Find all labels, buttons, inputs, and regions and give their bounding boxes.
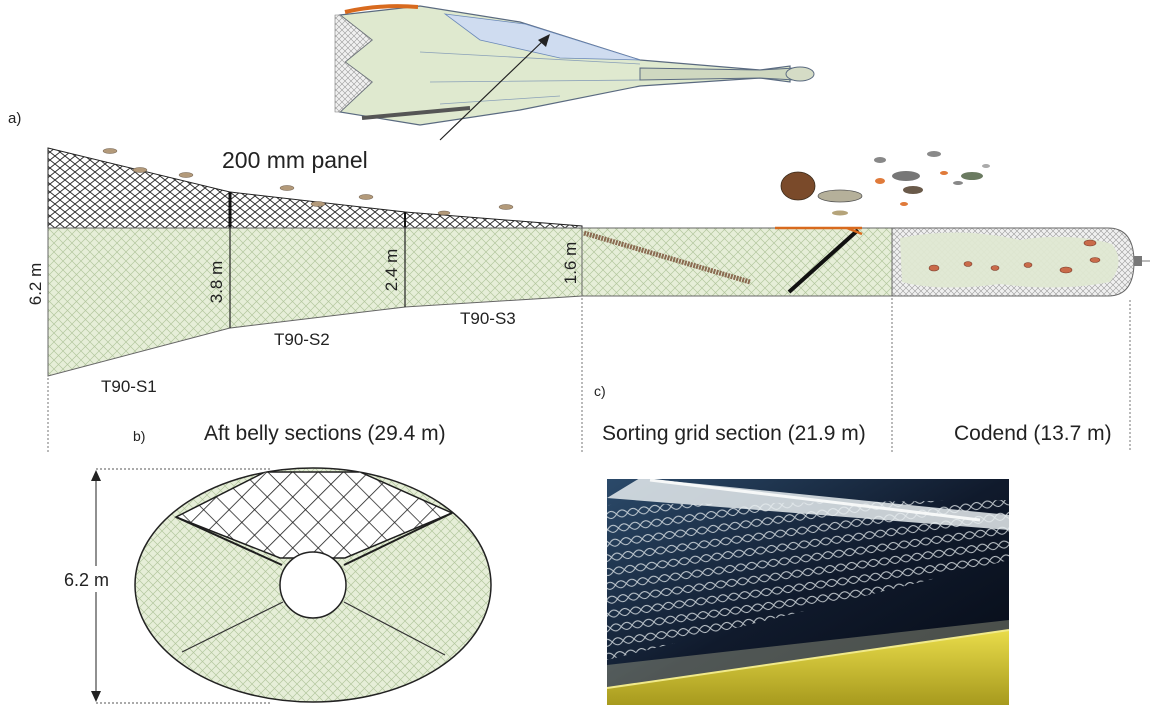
height-label-s2: 3.8 m — [207, 261, 226, 304]
section-t90-s3 — [404, 227, 583, 308]
trawl-overview-sketch — [334, 4, 815, 141]
sorting-grid-length-label: Sorting grid section (21.9 m) — [602, 422, 866, 445]
fish-above-grid — [780, 151, 990, 216]
sorting-grid — [787, 228, 860, 294]
caught-fish-in-codend — [928, 239, 1101, 274]
panel-callout-label: 200 mm panel — [222, 147, 368, 173]
height-label-grid: 1.6 m — [561, 242, 580, 285]
underwater-photo — [607, 479, 1009, 705]
panel-label-b: b) — [133, 428, 145, 444]
cross-section-center — [279, 551, 347, 619]
section-name-s1: T90-S1 — [101, 377, 157, 396]
codend-length-label: Codend (13.7 m) — [954, 422, 1112, 445]
panel-label-c: c) — [594, 383, 606, 399]
panel-label-a: a) — [8, 110, 21, 127]
section-name-s3: T90-S3 — [460, 309, 516, 328]
aft-belly-length-label: Aft belly sections (29.4 m) — [204, 422, 446, 445]
cross-section-diameter-label: 6.2 m — [64, 570, 109, 590]
height-label-s3: 2.4 m — [382, 249, 401, 292]
section-t90-s2 — [229, 227, 406, 329]
panel-section-3 — [404, 211, 583, 229]
section-name-s2: T90-S2 — [274, 330, 330, 349]
height-label-s1: 6.2 m — [26, 263, 45, 306]
sorting-grid-section — [581, 227, 893, 297]
cross-section-diagram — [91, 467, 492, 704]
guiding-panel — [583, 230, 751, 285]
small-fish-icons — [102, 148, 514, 216]
side-view-diagram — [47, 147, 1150, 452]
section-t90-s1 — [47, 227, 231, 377]
panel-section-2 — [229, 191, 406, 229]
panel-section-1 — [47, 147, 231, 229]
